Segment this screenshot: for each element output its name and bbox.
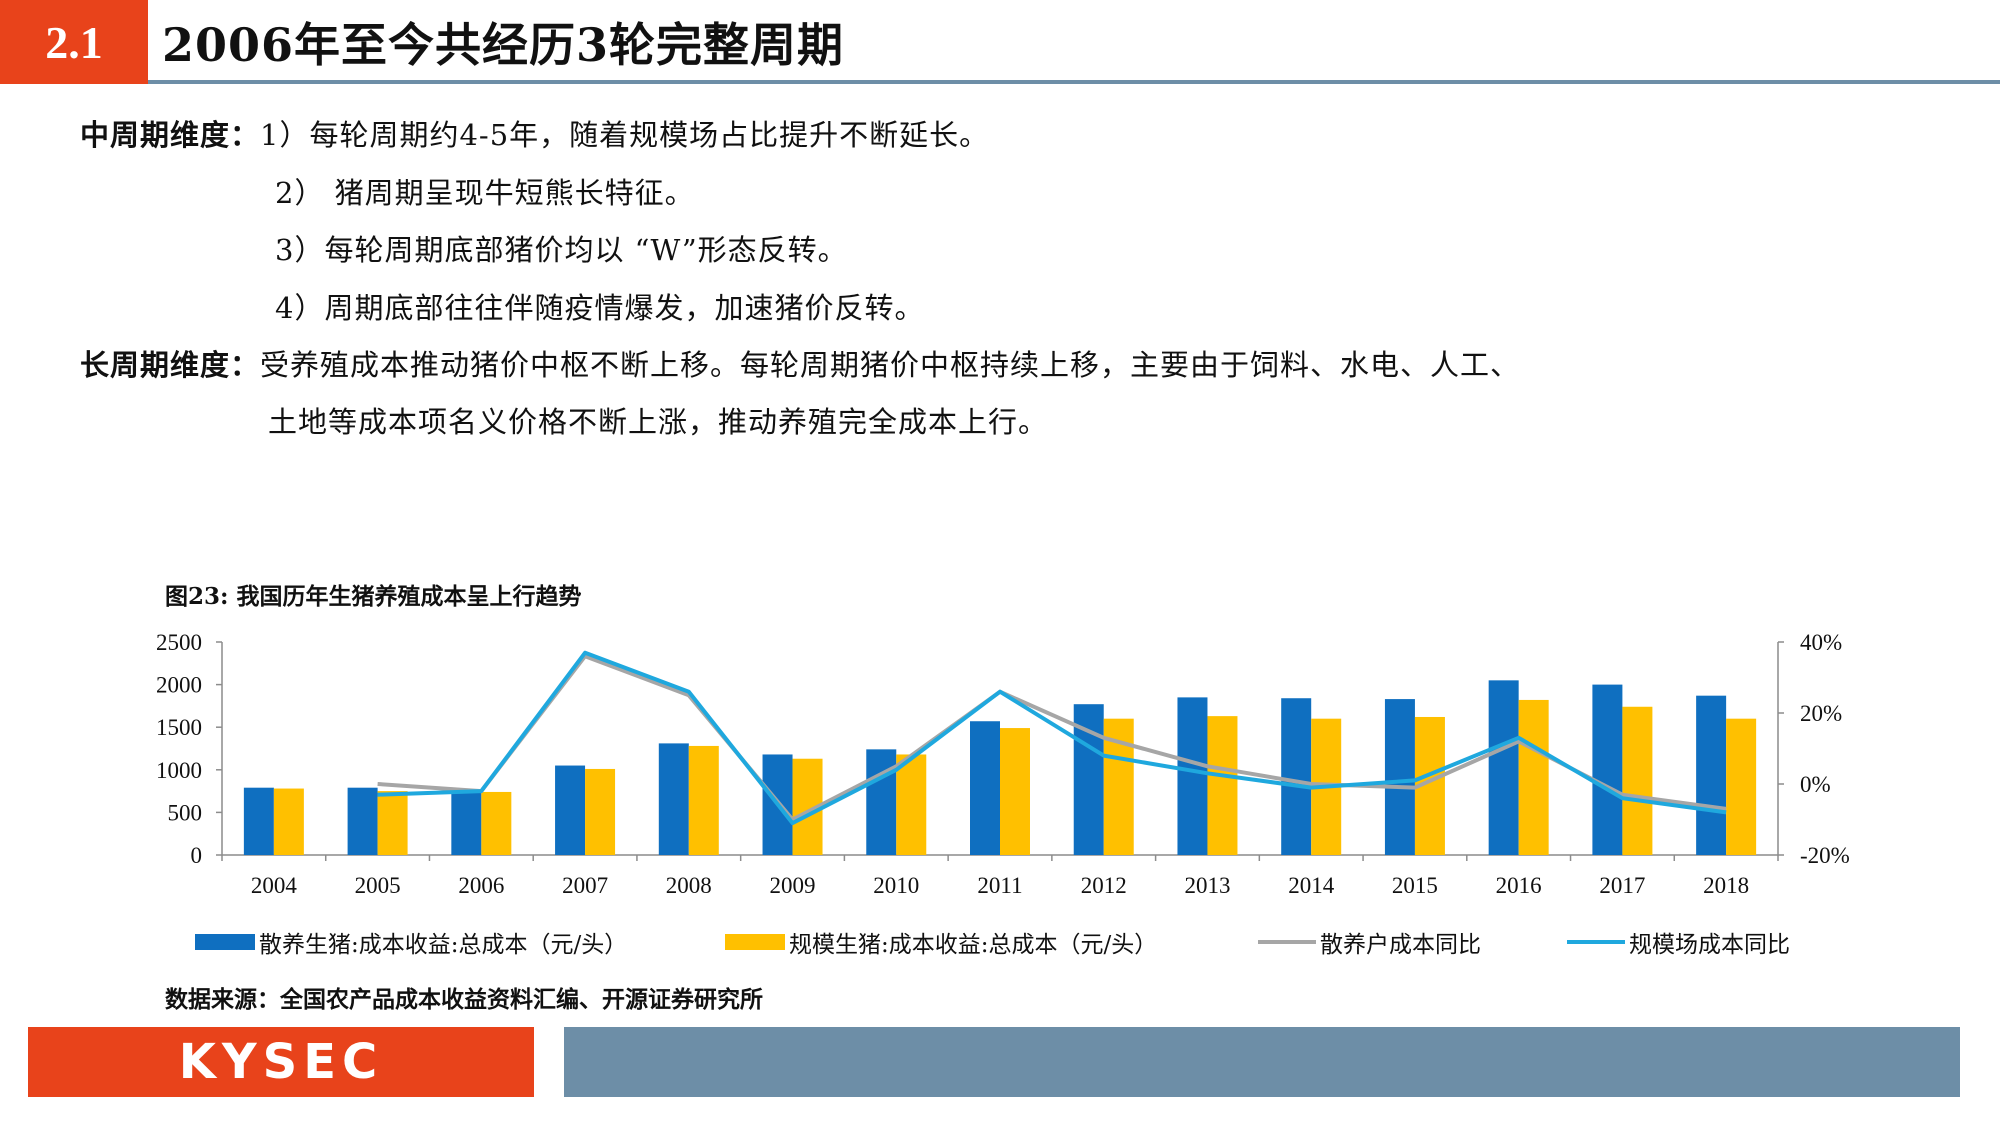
bar-smallholder-2008: [658, 743, 689, 855]
right-tick-label: 20%: [1800, 701, 1842, 726]
legend-label-3: 散养户成本同比: [1320, 932, 1481, 958]
bar-scale-2008: [688, 745, 719, 855]
x-tick-label: 2013: [1184, 873, 1230, 898]
x-tick-label: 2016: [1496, 873, 1542, 898]
x-tick-label: 2012: [1081, 873, 1127, 898]
left-tick-label: 2500: [156, 630, 202, 655]
x-tick-label: 2014: [1288, 873, 1335, 898]
mid-point-3: 3）每轮周期底部猪价均以 “W”形态反转。: [275, 233, 848, 267]
bar-smallholder-2015: [1384, 699, 1415, 855]
line-scale-yoy: [377, 650, 1727, 826]
x-tick-label: 2011: [977, 873, 1022, 898]
x-tick-label: 2007: [562, 873, 608, 898]
legend-label-2: 规模生猪:成本收益:总成本（元/头）: [789, 932, 1158, 958]
long-cycle-row-1: 长周期维度：受养殖成本推动猪价中枢不断上移。每轮周期猪价中枢持续上移，主要由于饲…: [80, 345, 1520, 385]
mid-cycle-row-1: 中周期维度：1）每轮周期约4-5年，随着规模场占比提升不断延长。: [80, 115, 989, 155]
bar-scale-2011: [1000, 728, 1030, 855]
right-tick-label: 40%: [1800, 630, 1842, 655]
left-tick-label: 0: [191, 843, 203, 868]
bar-smallholder-2011: [970, 721, 1000, 855]
bar-smallholder-2007: [555, 765, 586, 855]
footer-bar: [564, 1027, 1960, 1097]
long-cycle-label: 长周期维度：: [80, 348, 261, 382]
bar-scale-2004: [273, 788, 304, 855]
bar-scale-2016: [1518, 699, 1549, 855]
bar-smallholder-2018: [1696, 695, 1727, 855]
bar-scale-2013: [1207, 716, 1238, 855]
legend-swatch-4: [1567, 940, 1625, 944]
bar-smallholder-2004: [243, 787, 274, 855]
bar-scale-2007: [585, 768, 616, 855]
legend-label-1: 散养生猪:成本收益:总成本（元/头）: [259, 932, 628, 958]
left-tick-label: 500: [168, 800, 203, 825]
line-smallholder-yoy: [377, 654, 1727, 822]
right-tick-label: -20%: [1800, 843, 1850, 868]
long-line-1: 受养殖成本推动猪价中枢不断上移。每轮周期猪价中枢持续上移，主要由于饲料、水电、人…: [260, 348, 1521, 382]
x-tick-label: 2015: [1392, 873, 1438, 898]
figure-caption: 图23: 我国历年生猪养殖成本呈上行趋势: [165, 583, 582, 610]
mid-point-2: 2） 猪周期呈现牛短熊长特征。: [275, 176, 695, 210]
kysec-logo: KYSEC: [178, 1034, 384, 1090]
bar-scale-2018: [1726, 718, 1757, 855]
bar-scale-2017: [1622, 706, 1653, 855]
legend-item-4: 规模场成本同比: [1567, 925, 1790, 959]
legend-item-3: 散养户成本同比: [1258, 925, 1481, 959]
legend-item-1: 散养生猪:成本收益:总成本（元/头）: [195, 925, 627, 959]
bar-scale-2010: [896, 754, 927, 855]
mid-cycle-label: 中周期维度：: [80, 118, 261, 152]
long-line-2: 土地等成本项名义价格不断上涨，推动养殖完全成本上行。: [268, 405, 1049, 439]
x-tick-label: 2010: [873, 873, 919, 898]
x-tick-label: 2018: [1703, 873, 1749, 898]
data-source: 数据来源：全国农产品成本收益资料汇编、开源证券研究所: [165, 986, 763, 1013]
legend-item-2: 规模生猪:成本收益:总成本（元/头）: [725, 925, 1157, 959]
legend-label-4: 规模场成本同比: [1629, 932, 1790, 958]
section-number: 2.1: [0, 0, 148, 84]
left-tick-label: 2000: [156, 673, 202, 698]
right-tick-label: 0%: [1800, 772, 1831, 797]
footer-brand-block: KYSEC: [28, 1027, 534, 1097]
x-tick-label: 2006: [458, 873, 504, 898]
mid-point-4: 4）周期底部往往伴随疫情爆发，加速猪价反转。: [275, 291, 925, 325]
bar-smallholder-2014: [1281, 698, 1312, 855]
x-tick-label: 2008: [666, 873, 712, 898]
bar-smallholder-2013: [1177, 697, 1208, 855]
x-tick-label: 2004: [251, 873, 298, 898]
legend-swatch-1: [195, 934, 255, 950]
bar-scale-2006: [481, 791, 512, 855]
page-title: 2006年至今共经历3轮完整周期: [162, 18, 845, 72]
left-tick-label: 1000: [156, 758, 202, 783]
bar-smallholder-2006: [451, 789, 482, 855]
bar-scale-2005: [377, 791, 408, 855]
legend-swatch-3: [1258, 940, 1316, 944]
mid-point-1: 1）每轮周期约4-5年，随着规模场占比提升不断延长。: [260, 118, 990, 152]
bar-smallholder-2016: [1488, 680, 1519, 855]
left-tick-label: 1500: [156, 715, 202, 740]
cost-trend-chart: 0 500 1000 1500 2000 2500 -20% 0% 20% 40% 2004 2005…: [156, 630, 1850, 898]
legend-swatch-2: [725, 934, 785, 950]
bar-smallholder-2005: [347, 787, 378, 855]
x-tick-label: 2005: [355, 873, 401, 898]
x-tick-label: 2009: [770, 873, 816, 898]
x-tick-label: 2017: [1599, 873, 1645, 898]
bar-smallholder-2010: [866, 749, 897, 855]
header-divider: [148, 80, 2000, 84]
bar-smallholder-2017: [1592, 684, 1623, 855]
